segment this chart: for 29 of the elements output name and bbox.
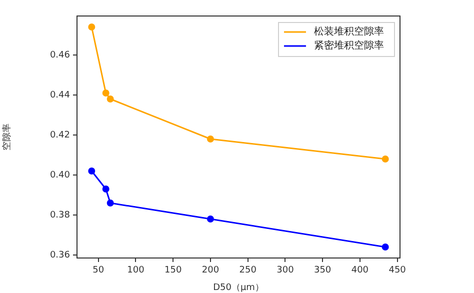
y-tick-label: 0.44: [50, 90, 70, 100]
x-tick-label: 50: [92, 266, 104, 276]
point: [106, 200, 114, 206]
y-tick-label: 0.46: [50, 50, 70, 60]
y-tick-label: 0.40: [50, 170, 70, 180]
legend-label: 松装堆积空隙率: [314, 26, 384, 38]
x-axis-title: D50（μm）: [213, 282, 264, 293]
x-tick-label: 200: [202, 266, 220, 276]
point: [102, 90, 110, 96]
legend-label: 紧密堆积空隙率: [314, 40, 384, 52]
x-tick-label: 400: [351, 266, 369, 276]
point: [206, 216, 214, 222]
y-axis-title: 空隙率: [2, 124, 13, 150]
point: [102, 186, 110, 192]
point: [382, 244, 389, 250]
x-tick-label: 350: [314, 266, 332, 276]
y-tick-label: 0.38: [50, 210, 70, 220]
x-tick-label: 300: [276, 266, 294, 276]
point: [88, 168, 96, 174]
y-tick-label: 0.42: [50, 130, 70, 140]
x-tick-label: 150: [164, 266, 182, 276]
x-tick-label: 450: [388, 266, 406, 276]
x-tick-label: 100: [127, 266, 145, 276]
y-tick-label: 0.36: [50, 250, 70, 260]
x-tick-label: 250: [239, 266, 257, 276]
point: [382, 156, 389, 162]
point: [206, 136, 214, 142]
point: [88, 24, 96, 30]
point: [106, 96, 114, 102]
